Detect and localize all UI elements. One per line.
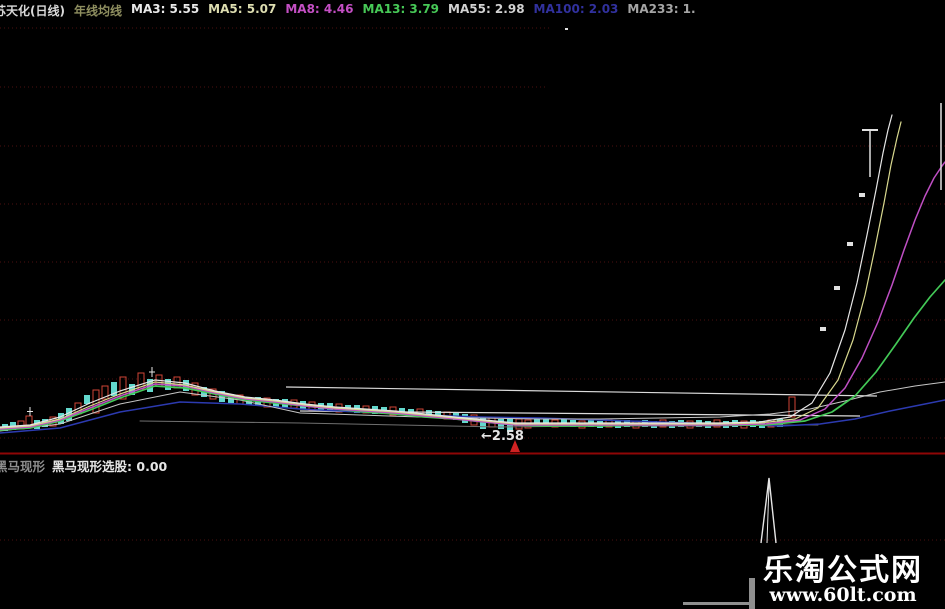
tick-dot (565, 28, 568, 30)
candle (101, 385, 109, 400)
ma-line-MA100 (0, 399, 945, 434)
ma-line-MA8 (0, 161, 945, 430)
mini-candle (859, 193, 865, 197)
mini-candle (820, 327, 826, 331)
ma-line-MA13 (0, 279, 945, 431)
candle (119, 376, 127, 400)
watermark-site-name: 乐淘公式网 (763, 552, 923, 588)
candle (111, 382, 117, 396)
chart-header: 苏天化(日线) 年线均线 MA3: 5.55 MA5: 5.07 MA8: 4.46 MA… (0, 2, 696, 19)
mini-candle (847, 242, 853, 246)
candle (435, 411, 441, 418)
candle (788, 396, 796, 418)
indicator-name: 黑马现形 (0, 459, 46, 474)
ma-line-MA3 (0, 114, 893, 428)
header-segment: MA233: 1. (627, 2, 696, 16)
indicator-spike-inner (766, 483, 770, 544)
ma-line-MA5 (0, 121, 902, 429)
candle (426, 410, 432, 417)
candle (84, 395, 90, 404)
header-segment: MA55: 2.98 (448, 2, 525, 16)
ma-line-MA55 (0, 381, 945, 432)
header-segment: MA5: 5.07 (208, 2, 277, 16)
watermark: 乐淘公式网 www.60lt.com (763, 555, 923, 606)
indicator-label: 黑马现形 黑马现形选股: 0.00 (0, 456, 167, 475)
signal-marker (510, 440, 520, 452)
watermark-url: www.60lt.com (769, 584, 917, 607)
indicator-formula: 黑马现形选股: 0.00 (52, 459, 168, 474)
mini-candle (834, 286, 840, 290)
candle (219, 391, 225, 402)
header-segment: MA3: 5.55 (131, 2, 200, 16)
watermark-frame-vertical (749, 578, 755, 609)
trendline (285, 386, 878, 397)
indicator-spike (760, 477, 777, 544)
watermark-frame-horizontal (683, 602, 749, 605)
price-tag-label: ←2.58 (481, 429, 524, 444)
header-segment: MA100: 2.03 (533, 2, 619, 16)
header-segment: MA13: 3.79 (362, 2, 440, 16)
header-segment: MA8: 4.46 (285, 2, 354, 16)
header-segment: 苏天化(日线) (0, 4, 65, 18)
header-segment: 年线均线 (73, 4, 122, 18)
candle (480, 417, 486, 429)
